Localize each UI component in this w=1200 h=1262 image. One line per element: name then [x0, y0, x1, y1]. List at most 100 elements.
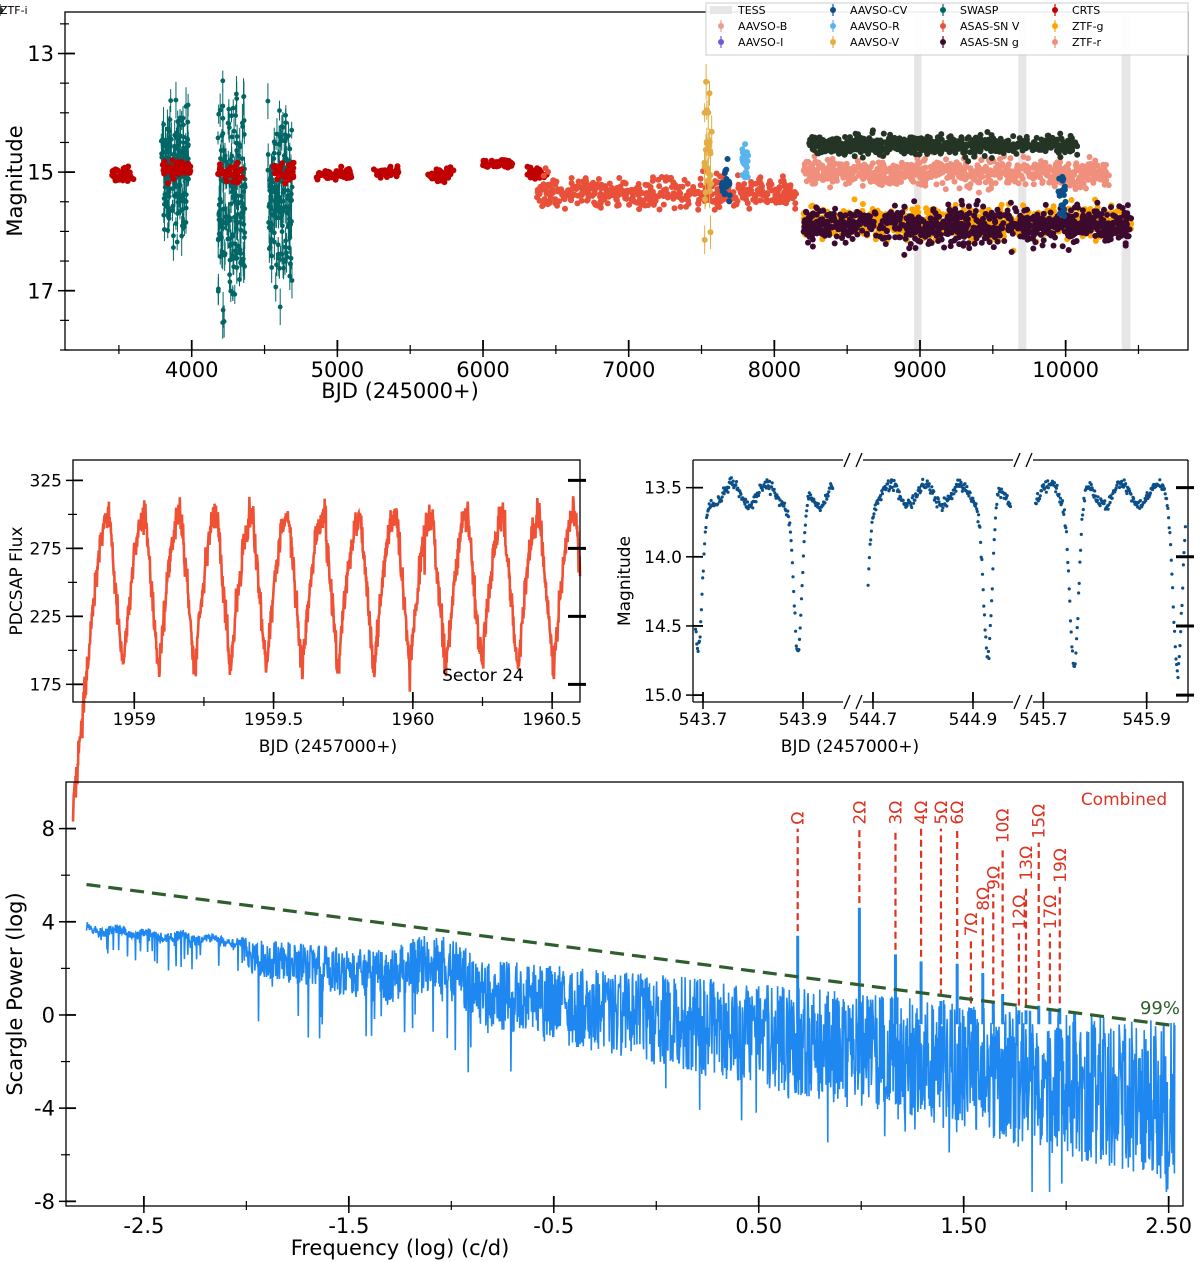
- data-point: [227, 279, 233, 285]
- data-point: [333, 168, 340, 175]
- panel-a-xtick-label: 10000: [1032, 358, 1099, 382]
- data-point: [800, 228, 807, 235]
- data-point: [433, 171, 440, 178]
- data-point: [266, 225, 272, 231]
- data-point: [697, 175, 704, 182]
- data-point: [803, 178, 810, 185]
- data-point: [868, 170, 875, 177]
- data-point: [677, 203, 684, 210]
- data-point: [889, 215, 896, 222]
- data-point: [242, 264, 248, 269]
- data-point: [615, 201, 622, 208]
- data-point: [897, 234, 904, 241]
- data-point: [220, 78, 226, 84]
- data-point: [911, 198, 918, 205]
- data-point: [592, 201, 599, 208]
- data-point: [374, 171, 380, 178]
- data-point: [806, 233, 813, 240]
- data-point: [838, 167, 845, 173]
- data-point: [947, 210, 954, 217]
- data-point: [219, 235, 224, 241]
- data-point: [283, 238, 288, 244]
- data-point: [895, 174, 902, 181]
- data-point: [988, 155, 995, 161]
- data-point: [183, 104, 189, 109]
- data-point: [722, 167, 729, 174]
- data-point: [606, 180, 613, 187]
- data-point: [973, 235, 980, 242]
- data-point: [663, 186, 669, 193]
- data-point: [703, 138, 710, 145]
- data-point: [232, 214, 238, 220]
- data-point: [172, 194, 178, 199]
- data-point: [230, 232, 236, 238]
- data-point: [904, 148, 910, 155]
- data-point: [1109, 223, 1116, 230]
- data-point: [976, 179, 983, 186]
- data-point: [493, 161, 500, 168]
- data-point: [164, 180, 171, 187]
- data-point: [764, 199, 771, 206]
- legend-swatch-tess: [710, 6, 732, 14]
- data-point: [671, 205, 678, 212]
- data-point: [877, 168, 884, 175]
- data-point: [229, 252, 235, 258]
- data-point: [754, 187, 761, 194]
- data-point: [1005, 179, 1012, 186]
- data-point: [975, 189, 982, 196]
- data-point: [810, 147, 817, 153]
- data-point: [946, 225, 953, 232]
- data-point: [871, 209, 878, 216]
- data-point: [772, 195, 779, 202]
- data-point: [169, 136, 174, 142]
- data-point: [917, 168, 924, 175]
- data-point: [168, 98, 174, 103]
- data-point: [835, 142, 842, 149]
- data-point: [851, 153, 858, 160]
- data-point: [809, 243, 816, 250]
- data-point: [428, 174, 435, 181]
- data-point: [222, 252, 228, 258]
- data-point: [965, 158, 972, 165]
- data-point: [1122, 242, 1129, 249]
- data-point: [1116, 203, 1123, 210]
- data-point: [750, 196, 757, 203]
- data-point: [1052, 167, 1059, 174]
- data-point: [242, 184, 248, 190]
- data-point: [288, 161, 295, 168]
- data-point: [959, 226, 966, 233]
- data-point: [874, 143, 881, 149]
- data-point: [1074, 201, 1081, 208]
- data-point: [644, 182, 650, 189]
- panel-a-xtick-label: 9000: [893, 358, 946, 382]
- data-point: [1047, 209, 1054, 216]
- data-point: [733, 201, 740, 208]
- data-point: [238, 259, 244, 265]
- data-point: [1033, 164, 1040, 171]
- data-point: [233, 113, 239, 118]
- data-point: [611, 192, 618, 199]
- data-point: [168, 144, 174, 149]
- data-point: [1065, 161, 1072, 167]
- data-point: [981, 153, 988, 159]
- data-point: [1046, 164, 1053, 170]
- data-point: [987, 213, 994, 220]
- data-point: [1080, 180, 1087, 187]
- data-point: [640, 197, 647, 204]
- data-point: [915, 220, 922, 227]
- data-point: [922, 164, 929, 171]
- data-point: [998, 170, 1005, 177]
- data-point: [894, 209, 901, 216]
- data-point: [216, 286, 221, 292]
- data-point: [1029, 147, 1036, 154]
- data-point: [1039, 142, 1046, 149]
- data-point: [956, 185, 963, 192]
- data-point: [705, 170, 712, 177]
- data-point: [726, 198, 733, 205]
- data-point: [848, 138, 855, 145]
- data-point: [1039, 215, 1046, 221]
- data-point: [812, 180, 818, 187]
- data-point: [746, 205, 753, 212]
- data-point: [829, 136, 836, 143]
- data-point: [1043, 172, 1050, 179]
